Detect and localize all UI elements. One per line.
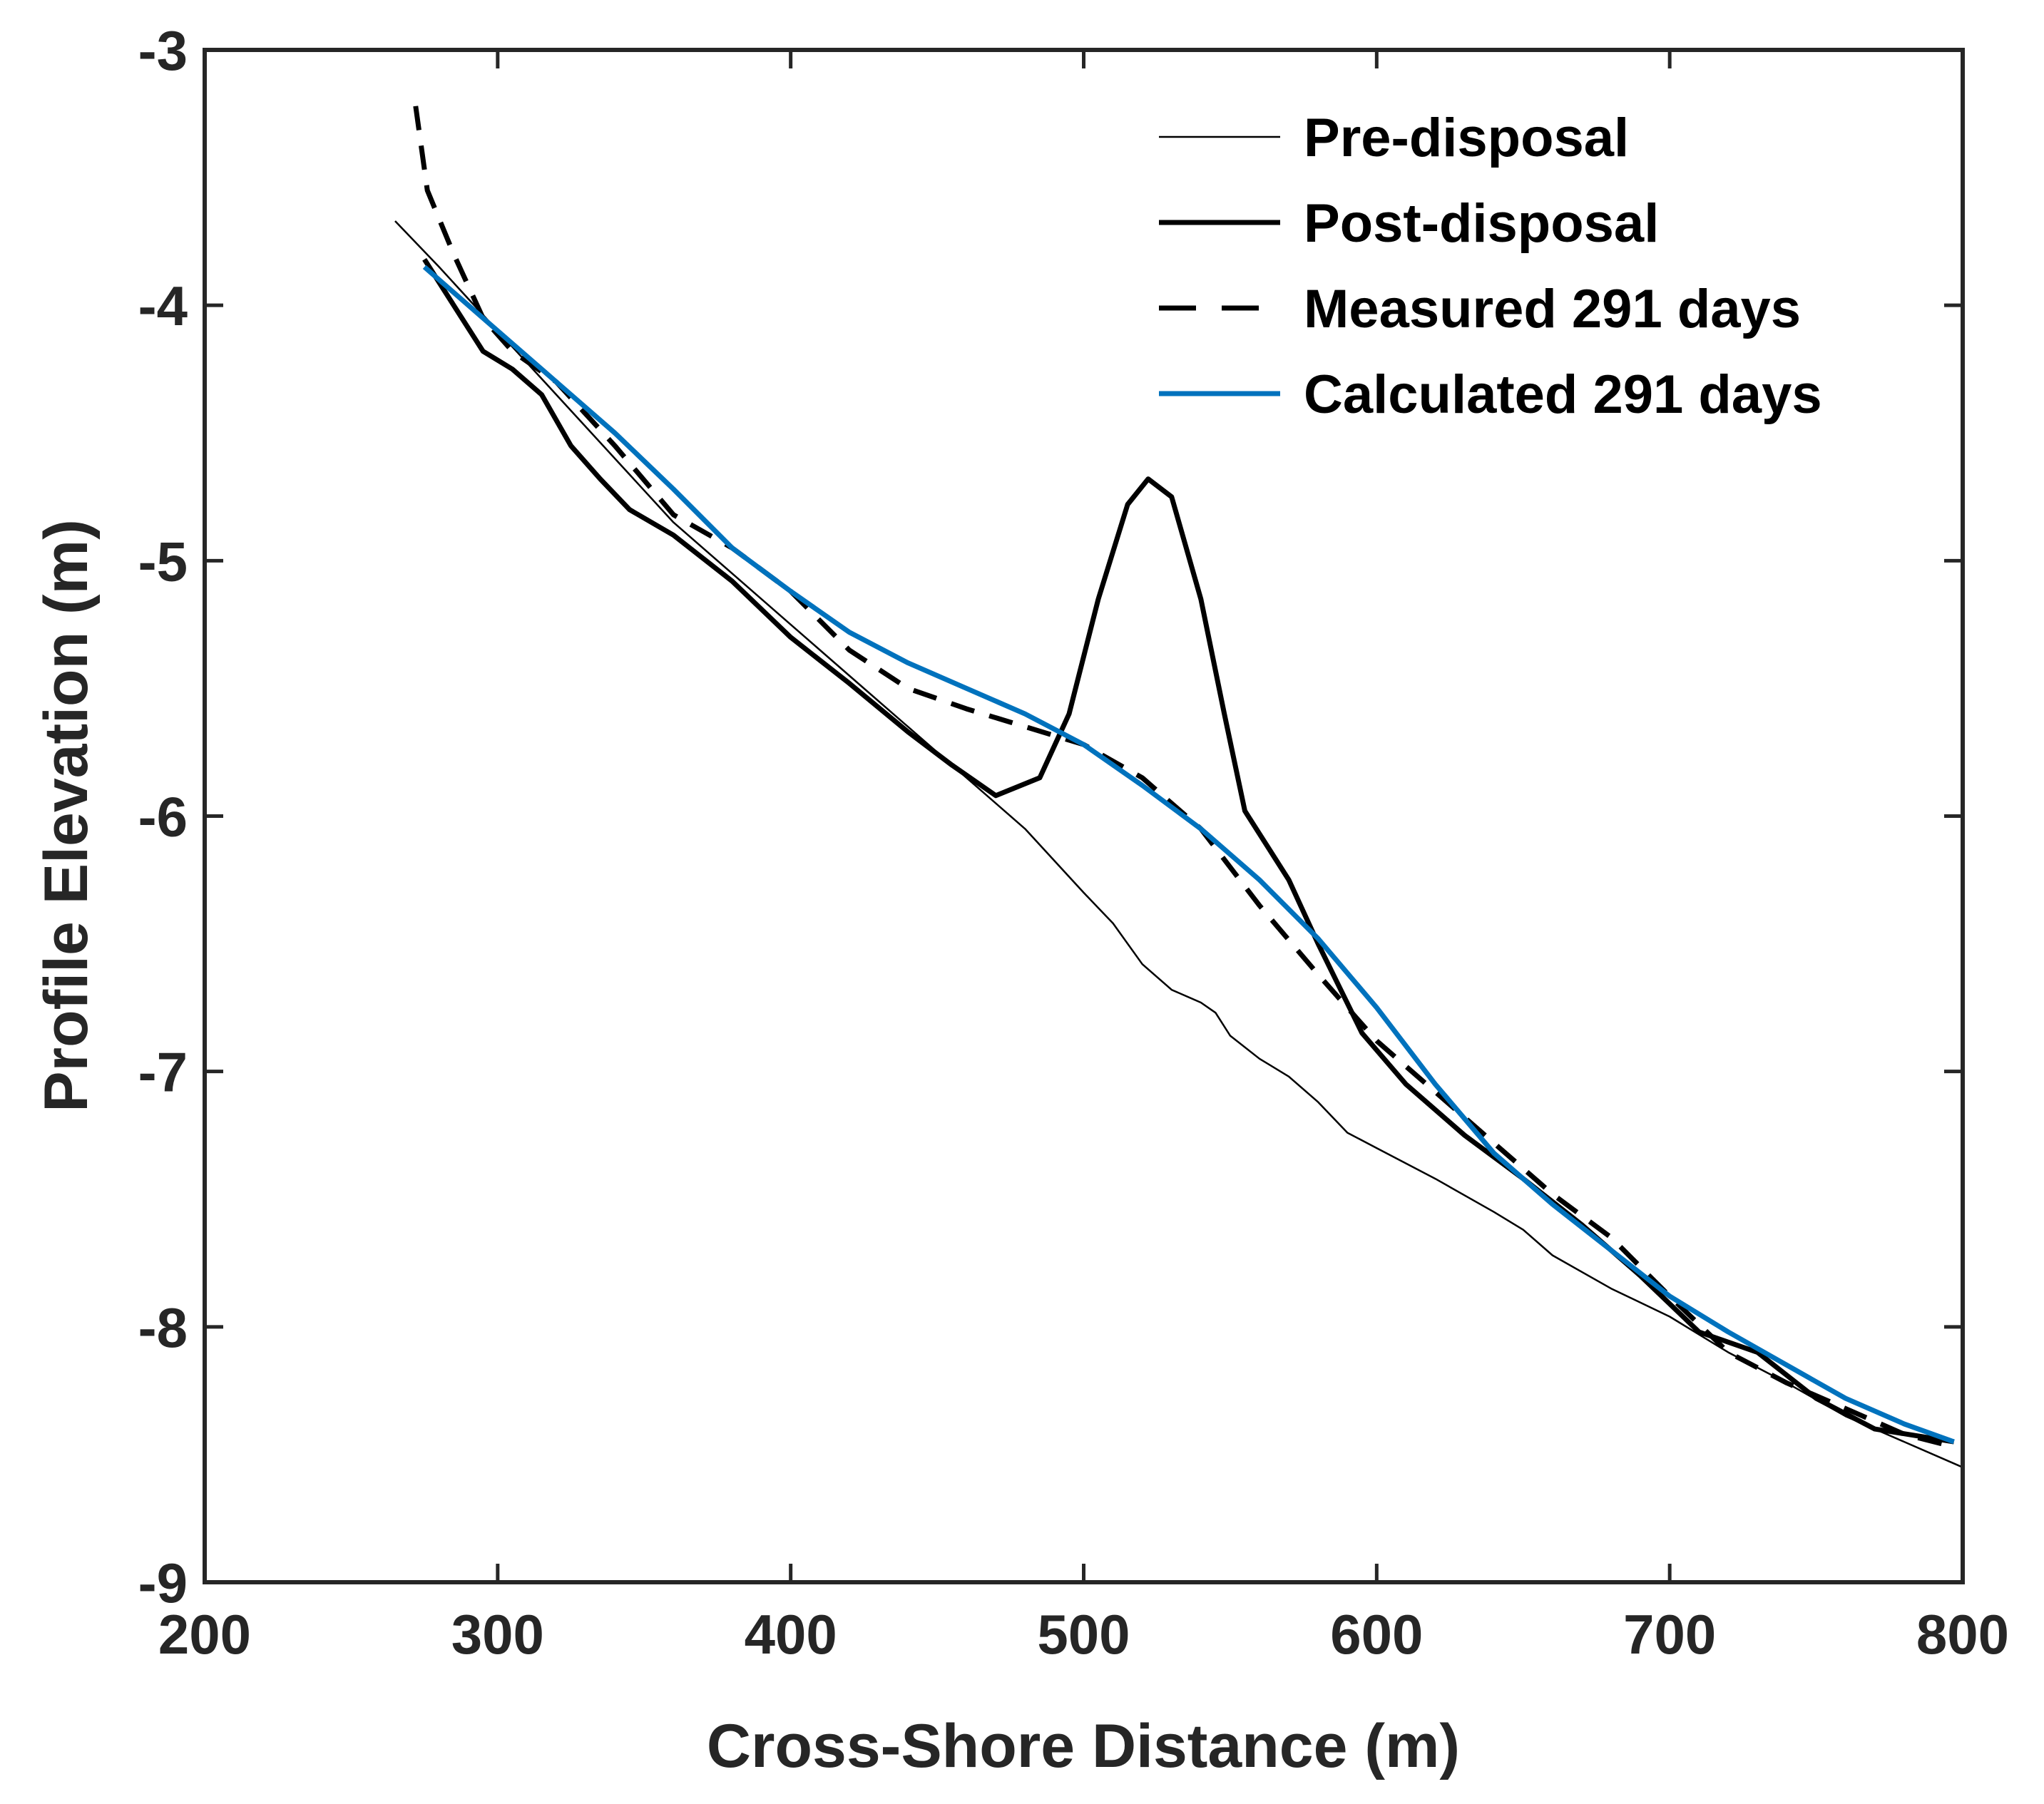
- legend-label: Pre-disposal: [1304, 108, 1629, 168]
- y-tick-label: -9: [138, 1552, 188, 1614]
- series-layer: [394, 106, 1963, 1468]
- x-tick-label: 800: [1916, 1603, 2009, 1666]
- x-axis-title: Cross-Shore Distance (m): [707, 1712, 1460, 1780]
- x-tick-label: 500: [1037, 1603, 1130, 1666]
- legend-label: Post-disposal: [1304, 193, 1659, 254]
- x-tick-label: 600: [1330, 1603, 1423, 1666]
- y-tick-label: -3: [138, 19, 188, 82]
- ticks-layer: 200 300 400 500 600 700 800 -3 -4 -5 -6 -7 -8 -9: [138, 19, 2009, 1666]
- y-tick-label: -7: [138, 1041, 188, 1104]
- x-tick-label: 700: [1623, 1603, 1716, 1666]
- legend: Pre-disposal Post-disposal Measured 291 da…: [1159, 108, 1822, 425]
- series-line-post-disposal: [422, 257, 1955, 1445]
- x-tick-label: 300: [451, 1603, 544, 1666]
- legend-label: Calculated 291 days: [1304, 364, 1822, 425]
- y-tick-label: -4: [138, 275, 188, 337]
- y-tick-label: -6: [138, 786, 188, 849]
- y-tick-label: -8: [138, 1296, 188, 1359]
- x-tick-label: 400: [745, 1603, 837, 1666]
- y-tick-label: -5: [138, 530, 188, 593]
- series-line-calculated-291-days: [422, 265, 1955, 1445]
- legend-label: Measured 291 days: [1304, 279, 1801, 339]
- x-tick-label: 200: [158, 1603, 251, 1666]
- series-line-pre-disposal: [394, 220, 1963, 1468]
- series-line-measured-291-days: [413, 106, 1955, 1450]
- y-axis-title: Profile Elevation (m): [32, 519, 101, 1112]
